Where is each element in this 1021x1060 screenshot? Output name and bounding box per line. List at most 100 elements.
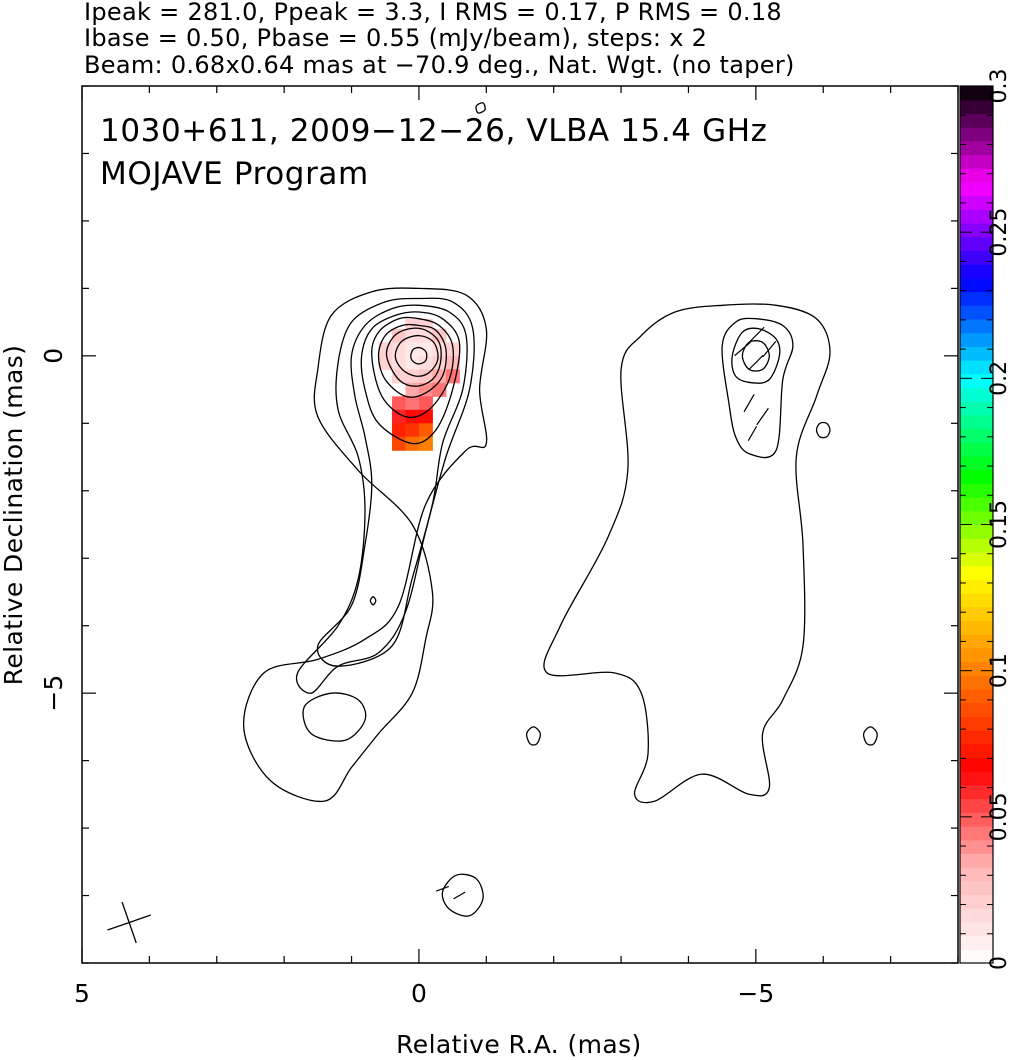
pol-pixel-9	[418, 342, 433, 357]
colorbar-cell	[960, 168, 993, 183]
evpa-vector-6	[747, 425, 758, 442]
colorbar-cell	[960, 688, 993, 704]
plot-frame	[81, 85, 959, 964]
pol-pixel-14	[405, 355, 420, 370]
colorbar-cell	[960, 825, 993, 841]
colorbar-cell	[960, 908, 993, 923]
colorbar-cell	[960, 579, 993, 594]
colorbar-cell	[960, 442, 993, 457]
colorbar-cell	[960, 140, 993, 156]
pol-contour-0	[543, 303, 831, 804]
colorbar-cell	[960, 305, 993, 320]
pol-pixel-34	[418, 423, 433, 438]
colorbar-cell	[960, 551, 993, 567]
intensity-contour-2	[316, 304, 468, 667]
colorbar-cell	[960, 538, 993, 553]
colorbar-cell	[960, 373, 993, 389]
colorbar-cell	[960, 455, 993, 471]
colorbar-cell	[960, 127, 993, 142]
colorbar-cell	[960, 264, 993, 279]
header-line-3: Beam: 0.68x0.64 mas at −70.9 deg., Nat. …	[84, 51, 795, 79]
intensity-island-1	[475, 102, 486, 114]
colorbar-cell	[960, 346, 993, 361]
colorbar-cell	[960, 209, 993, 224]
x-tick-label-0: 5	[74, 979, 90, 1008]
evpa-vector-5	[756, 407, 769, 426]
beam-minor-axis	[121, 901, 137, 944]
intensity-contour-3	[360, 311, 461, 445]
pol-island-1	[862, 726, 878, 746]
x-tick-label-2: −5	[737, 979, 774, 1008]
intensity-contour-0	[243, 287, 488, 803]
intensity-contour-4	[371, 316, 454, 418]
chart-subtitle: MOJAVE Program	[100, 156, 369, 192]
colorbar-cell	[960, 387, 993, 402]
pol-pixel-19	[405, 369, 420, 384]
pol-pixel-24	[418, 382, 433, 397]
colorbar-cell	[960, 743, 993, 759]
colorbar-cell	[960, 784, 993, 800]
y-tick-label-1: −5	[39, 675, 68, 712]
colorbar-cell	[960, 250, 993, 265]
colorbar-cell	[960, 565, 993, 580]
intensity-island-0	[369, 596, 377, 606]
colorbar-cell	[960, 113, 993, 128]
evpa-vector-0	[747, 326, 765, 345]
colorbar-label-4: 0.2	[987, 361, 1012, 396]
pol-contour-2	[731, 327, 781, 384]
pol-pixel-12	[378, 355, 393, 370]
intensity-contour-5	[377, 323, 447, 398]
colorbar-cell	[960, 853, 993, 868]
pol-pixel-31	[418, 409, 433, 424]
header-line-1: Ipeak = 281.0, Ppeak = 3.3, I RMS = 0.17…	[84, 0, 782, 26]
colorbar-cell	[960, 428, 993, 443]
evpa-vector-layer	[435, 326, 777, 900]
evpa-vector-7	[435, 885, 450, 892]
colorbar-cell	[960, 181, 993, 197]
intensity-contour-7	[394, 334, 439, 377]
intensity-island-3	[441, 873, 484, 917]
pol-pixel-2	[391, 328, 406, 343]
intensity-contour-8	[410, 346, 428, 365]
y-axis-label: Relative Declination (mas)	[0, 345, 28, 686]
colorbar-cell	[960, 236, 993, 252]
x-tick-label-1: 0	[411, 979, 427, 1008]
chart-title: 1030+611, 2009−12−26, VLBA 15.4 GHz	[100, 113, 767, 149]
colorbar-cell	[960, 921, 993, 937]
colorbar-cell	[960, 360, 993, 375]
pol-pixel-37	[418, 436, 433, 451]
colorbar-label-2: 0.1	[987, 653, 1012, 688]
pol-island-0	[815, 421, 831, 439]
evpa-vector-4	[743, 394, 755, 413]
evpa-vector-3	[748, 355, 764, 371]
pol-pixel-28	[418, 396, 433, 411]
pol-pixel-21	[432, 369, 447, 384]
colorbar-cell	[960, 99, 993, 115]
colorbar-cell	[960, 483, 993, 498]
colorbar-cell	[960, 949, 993, 964]
colorbar-cell	[960, 277, 993, 293]
colorbar-cell	[960, 716, 993, 731]
colorbar-cell	[960, 634, 993, 649]
colorbar-cell	[960, 675, 993, 690]
colorbar-cell	[960, 661, 993, 676]
colorbar-cell	[960, 414, 993, 430]
colorbar-cell	[960, 291, 993, 306]
x-axis-label: Relative R.A. (mas)	[396, 1030, 642, 1059]
colorbar-cell	[960, 757, 993, 772]
beam-marker	[107, 901, 152, 944]
intensity-contour-1	[295, 297, 475, 694]
pol-pixel-16	[432, 355, 447, 370]
pol-island-2	[525, 726, 541, 746]
pol-pixel-18	[391, 369, 406, 384]
colorbar-cell	[960, 401, 993, 416]
pol-pixel-15	[418, 355, 433, 370]
colorbar-cell	[960, 332, 993, 347]
pol-pixel-26	[391, 396, 406, 411]
colorbar-label-0: 0	[987, 956, 1012, 970]
colorbar-cell	[960, 880, 993, 896]
pol-pixel-32	[391, 423, 406, 438]
colorbar-cell	[960, 771, 993, 786]
colorbar-cell	[960, 620, 993, 635]
colorbar-cell	[960, 524, 993, 539]
